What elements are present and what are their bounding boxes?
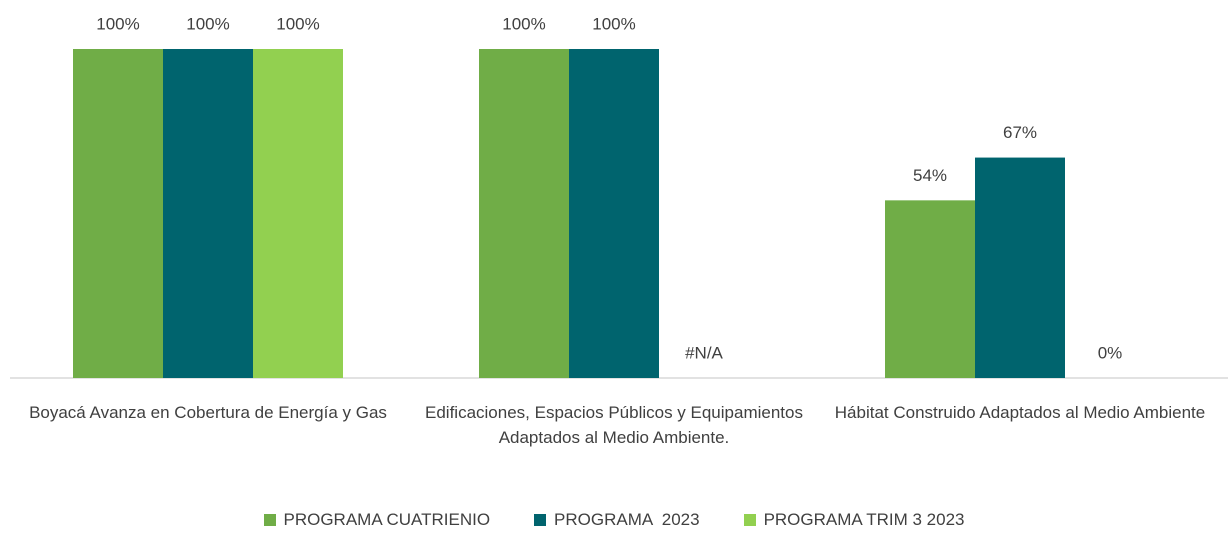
data-label: #N/A [685,343,723,362]
legend-item: PROGRAMA 2023 [534,510,700,530]
legend-label: PROGRAMA TRIM 3 2023 [763,510,965,529]
legend-label: PROGRAMA 2023 [554,510,700,529]
bar [975,157,1065,378]
legend-label: PROGRAMA CUATRIENIO [283,510,491,529]
data-label: 0% [1098,343,1123,362]
data-label: 54% [913,166,947,185]
data-label: 100% [276,14,319,33]
data-label: 100% [186,14,229,33]
legend: PROGRAMA CUATRIENIO PROGRAMA 2023 PROGRAMA… [0,510,1228,530]
data-label: 100% [96,14,139,33]
x-tick-label: Boyacá Avanza en Cobertura de Energía y … [29,403,387,422]
x-tick-label: Edificaciones, Espacios Públicos y Equip… [425,403,803,447]
bar [163,49,253,378]
bar [569,49,659,378]
bar [885,200,975,378]
legend-swatch [743,514,756,526]
data-label: 67% [1003,123,1037,142]
bar [73,49,163,378]
bar [479,49,569,378]
legend-swatch [534,514,547,526]
legend-swatch [263,514,276,526]
legend-item: PROGRAMA CUATRIENIO [263,510,491,530]
bar [253,49,343,378]
legend-item: PROGRAMA TRIM 3 2023 [743,510,965,530]
x-tick-label: Hábitat Construido Adaptados al Medio Am… [834,403,1206,422]
data-label: 100% [592,14,635,33]
data-label: 100% [502,14,545,33]
